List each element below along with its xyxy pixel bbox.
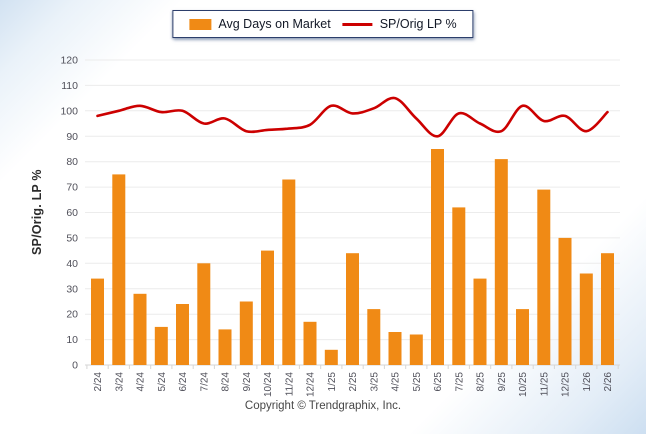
x-tick-label: 5/25 — [412, 372, 423, 392]
bar — [197, 263, 211, 365]
bar — [494, 159, 508, 365]
x-tick-label: 7/25 — [454, 372, 465, 392]
bar-series-swatch — [189, 18, 212, 30]
x-tick-label: 8/25 — [476, 372, 487, 392]
x-tick-label: 3/25 — [369, 372, 380, 392]
copyright-text: Copyright © Trendgraphix, Inc. — [244, 400, 402, 412]
bar — [558, 237, 572, 365]
x-tick-label: 4/24 — [136, 372, 147, 392]
y-tick-label: 70 — [66, 182, 78, 194]
x-tick-label: 2/26 — [603, 372, 614, 392]
y-tick-label: 0 — [72, 360, 78, 372]
trend-line — [96, 96, 609, 138]
bar — [431, 149, 444, 365]
bar — [133, 293, 147, 365]
x-tick-label: 1/26 — [582, 372, 593, 392]
bar — [579, 273, 593, 365]
y-tick-label: 90 — [66, 131, 78, 143]
bar — [239, 301, 253, 365]
y-tick-label: 80 — [66, 156, 78, 168]
y-axis-title: SP/Orig. LP % — [30, 169, 44, 256]
x-tick-label: 9/25 — [497, 372, 508, 392]
x-tick-label: 2/24 — [93, 372, 104, 392]
bar — [537, 189, 551, 365]
bar-series-label: Avg Days on Market — [218, 17, 331, 31]
y-tick-label: 50 — [66, 232, 78, 244]
y-tick-label: 110 — [61, 80, 78, 92]
x-tick-label: 3/24 — [114, 372, 125, 392]
x-tick-label: 10/24 — [263, 372, 274, 397]
bar — [154, 326, 168, 365]
x-tick-label: 12/25 — [561, 372, 572, 397]
x-tick-label: 4/25 — [391, 372, 402, 392]
bar — [601, 253, 614, 365]
bar — [112, 174, 126, 365]
bar — [346, 253, 359, 365]
line-series-label: SP/Orig LP % — [379, 17, 457, 31]
x-tick-label: 7/24 — [199, 372, 210, 392]
y-tick-label: 120 — [60, 55, 78, 67]
x-tick-label: 10/25 — [518, 372, 529, 397]
bar — [367, 309, 381, 365]
bar — [388, 332, 402, 365]
y-tick-label: 100 — [60, 105, 78, 117]
x-tick-label: 11/25 — [539, 372, 550, 397]
bar — [91, 278, 104, 365]
legend: Avg Days on Market SP/Orig LP % — [172, 10, 474, 38]
x-tick-label: 6/25 — [433, 372, 444, 392]
x-tick-label: 9/24 — [242, 372, 253, 392]
bar — [218, 329, 232, 365]
x-tick-label: 1/25 — [327, 372, 338, 392]
legend-item-bar: Avg Days on Market — [189, 17, 331, 31]
bar — [473, 278, 487, 365]
x-tick-label: 6/24 — [178, 372, 189, 392]
y-tick-label: 60 — [66, 207, 78, 219]
bar — [282, 179, 296, 365]
y-tick-label: 10 — [66, 334, 78, 346]
bar — [516, 309, 529, 365]
x-tick-label: 2/25 — [348, 372, 359, 392]
x-tick-label: 8/24 — [221, 372, 232, 392]
x-tick-label: 12/24 — [306, 372, 317, 397]
x-tick-label: 11/24 — [284, 372, 295, 397]
y-tick-label: 20 — [66, 309, 78, 321]
bar — [176, 304, 189, 365]
line-series-swatch — [342, 22, 373, 26]
legend-item-line: SP/Orig LP % — [342, 17, 457, 31]
bar — [409, 334, 423, 365]
y-tick-label: 40 — [66, 258, 78, 270]
bar — [452, 207, 466, 365]
bar — [261, 250, 274, 365]
bar — [303, 321, 317, 365]
x-tick-label: 5/24 — [157, 372, 168, 392]
bar — [324, 349, 338, 365]
y-tick-label: 30 — [66, 283, 78, 295]
